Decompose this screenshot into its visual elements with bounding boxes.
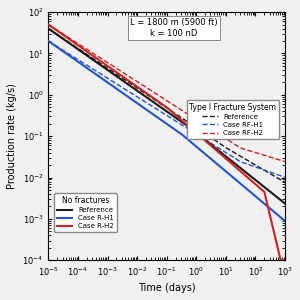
X-axis label: Time (days): Time (days)	[138, 283, 196, 293]
Legend: Reference, Case R-H1, Case R-H2: Reference, Case R-H1, Case R-H2	[54, 193, 116, 232]
Y-axis label: Production rate (kg/s): Production rate (kg/s)	[7, 83, 17, 189]
Text: L = 1800 m (5900 ft)
k = 100 nD: L = 1800 m (5900 ft) k = 100 nD	[130, 18, 218, 38]
